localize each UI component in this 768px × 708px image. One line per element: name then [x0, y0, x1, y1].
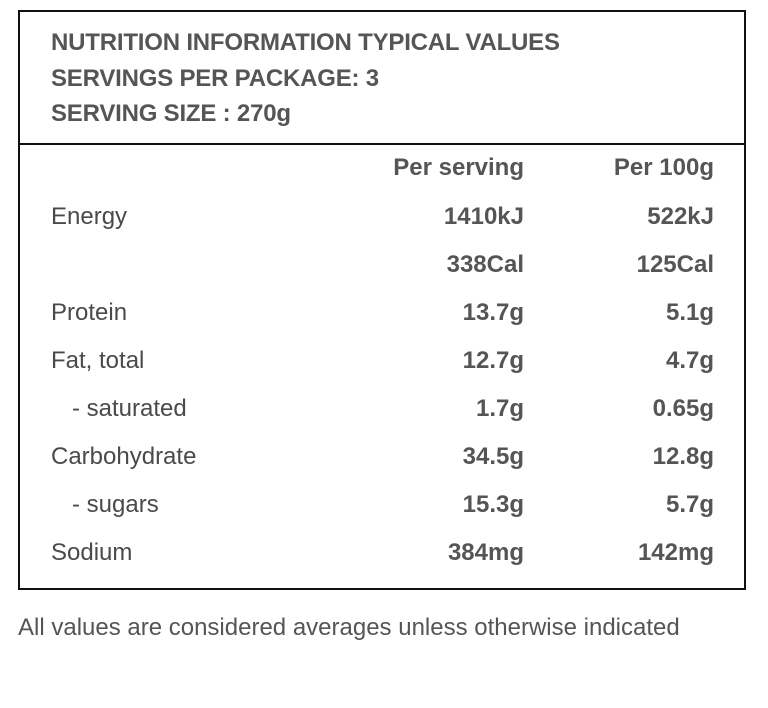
nutrition-header: NUTRITION INFORMATION TYPICAL VALUES SER… [20, 12, 744, 145]
table-row: - saturated 1.7g 0.65g [20, 389, 744, 437]
column-header-per-serving: Per serving [393, 154, 524, 181]
nutrient-label: Protein [51, 299, 128, 326]
footnote: All values are considered averages unles… [18, 614, 680, 641]
per-100g-value: 5.7g [665, 491, 714, 518]
column-header-per-100g: Per 100g [613, 154, 714, 181]
per-serving-value: 1.7g [475, 395, 524, 422]
nutrition-panel: NUTRITION INFORMATION TYPICAL VALUES SER… [18, 10, 746, 590]
nutrient-label: Carbohydrate [51, 443, 197, 470]
per-100g-value: 5.1g [665, 299, 714, 326]
per-100g-value: 125Cal [636, 251, 714, 278]
per-100g-value: 12.8g [652, 443, 714, 470]
nutrition-table: Energy 1410kJ 522kJ 338Cal 125Cal Protei… [20, 197, 744, 581]
per-100g-value: 0.65g [652, 395, 714, 422]
serving-size: SERVING SIZE : 270g [51, 100, 291, 127]
per-serving-value: 15.3g [462, 491, 524, 518]
per-100g-value: 522kJ [647, 203, 714, 230]
nutrient-label: - sugars [72, 491, 159, 518]
table-row: - sugars 15.3g 5.7g [20, 485, 744, 533]
per-serving-value: 338Cal [446, 251, 524, 278]
per-serving-value: 384mg [447, 539, 524, 566]
table-row: Protein 13.7g 5.1g [20, 293, 744, 341]
per-100g-value: 4.7g [665, 347, 714, 374]
servings-per-package: SERVINGS PER PACKAGE: 3 [51, 65, 379, 92]
header-title: NUTRITION INFORMATION TYPICAL VALUES [51, 29, 560, 56]
per-serving-value: 1410kJ [443, 203, 524, 230]
table-row: Energy 1410kJ 522kJ [20, 197, 744, 245]
nutrient-label: - saturated [72, 395, 187, 422]
table-row: Sodium 384mg 142mg [20, 533, 744, 581]
per-serving-value: 34.5g [462, 443, 524, 470]
per-serving-value: 13.7g [462, 299, 524, 326]
nutrient-label: Fat, total [51, 347, 145, 374]
table-row: Fat, total 12.7g 4.7g [20, 341, 744, 389]
per-serving-value: 12.7g [462, 347, 524, 374]
table-row: Carbohydrate 34.5g 12.8g [20, 437, 744, 485]
nutrient-label: Energy [51, 203, 128, 230]
nutrient-label: Sodium [51, 539, 133, 566]
table-row: 338Cal 125Cal [20, 245, 744, 293]
per-100g-value: 142mg [637, 539, 714, 566]
